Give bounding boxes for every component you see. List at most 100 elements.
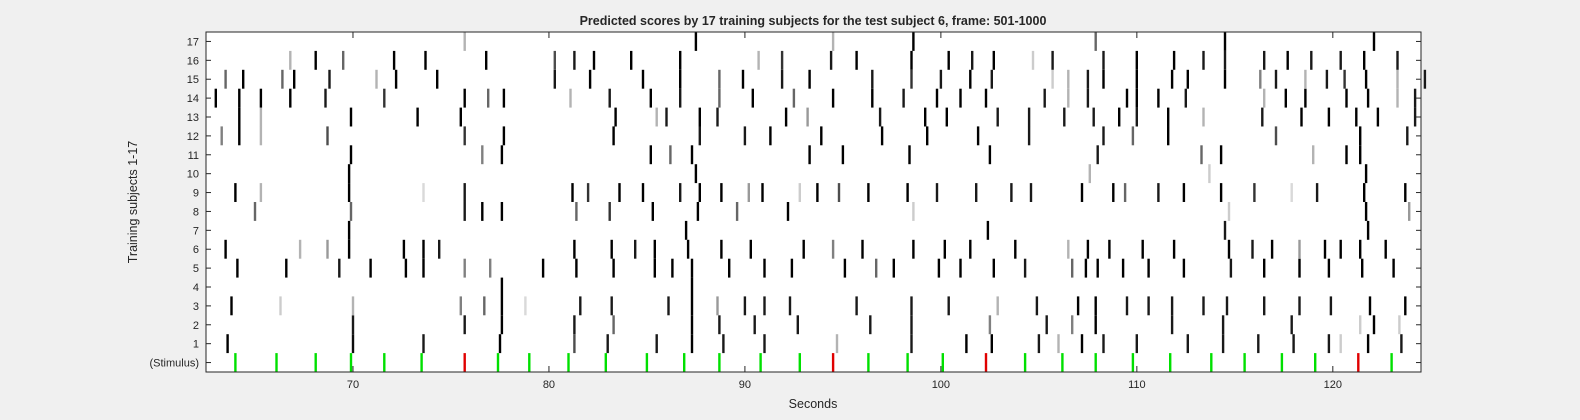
score-cell (1202, 50, 1205, 70)
score-cell (910, 69, 913, 89)
score-cell (1339, 239, 1342, 259)
score-cell (1221, 315, 1225, 335)
score-cell (718, 69, 721, 89)
score-cell (1315, 183, 1319, 202)
stimulus-mark (683, 353, 686, 372)
score-cell (1300, 107, 1303, 127)
score-cell (875, 258, 878, 278)
score-cell (612, 258, 615, 278)
score-cell (1045, 315, 1048, 335)
y-tick-label: 11 (188, 150, 199, 162)
score-cell (1400, 334, 1403, 354)
score-cell (569, 88, 572, 108)
score-cell (943, 239, 946, 259)
y-axis-label: Training subjects 1-17 (126, 141, 140, 264)
score-cell (349, 107, 353, 127)
score-cell (690, 334, 694, 354)
score-cell (831, 239, 835, 259)
score-cell (843, 258, 847, 278)
score-cell (1096, 145, 1099, 165)
score-cell (1406, 126, 1409, 146)
score-cell (1298, 296, 1301, 316)
y-tick-label: 2 (193, 320, 199, 332)
score-cell (871, 69, 874, 89)
score-cell (1057, 334, 1060, 354)
score-cell (1076, 296, 1080, 316)
score-cell (649, 145, 652, 165)
score-cell (988, 315, 992, 335)
score-cell (990, 69, 993, 89)
score-cell (720, 183, 723, 202)
score-cell (1010, 183, 1013, 202)
score-cell (224, 69, 227, 89)
x-tick-label: 70 (347, 379, 359, 391)
score-cell (1372, 315, 1376, 335)
score-cell (404, 258, 408, 278)
score-cell (524, 296, 527, 316)
score-cell (1343, 69, 1346, 89)
score-cell (971, 50, 974, 70)
plot-area (206, 32, 1421, 372)
score-cell (790, 258, 794, 278)
score-cell (500, 296, 504, 316)
score-cell (459, 296, 462, 316)
stimulus-mark (275, 353, 278, 372)
heatmap-cells (214, 32, 1427, 354)
score-cell (416, 107, 419, 127)
score-cell (610, 239, 613, 259)
stimulus-mark (941, 353, 944, 372)
score-cell (1167, 126, 1170, 146)
score-cell (422, 334, 425, 354)
score-cell (1263, 50, 1266, 70)
score-cell (606, 334, 609, 354)
score-cell (1219, 183, 1223, 202)
score-cell (679, 50, 682, 70)
score-cell (236, 258, 239, 278)
x-tick-label: 90 (739, 379, 751, 391)
score-cell (1227, 202, 1231, 221)
score-cell (500, 315, 504, 335)
score-cell (259, 126, 263, 146)
score-cell (935, 183, 939, 202)
score-cell (1261, 107, 1264, 127)
score-cell (763, 296, 766, 316)
score-cell (326, 126, 329, 146)
score-cell (481, 202, 484, 221)
stimulus-mark (1169, 353, 1172, 372)
x-axis-label: Seconds (789, 397, 838, 411)
score-cell (553, 50, 556, 70)
score-cell (992, 50, 995, 70)
score-cell (1063, 107, 1066, 127)
score-cell (992, 258, 995, 278)
score-cell (990, 334, 993, 354)
score-cell (1135, 69, 1138, 89)
score-cell (912, 32, 915, 51)
score-cell (986, 220, 990, 240)
score-cell (959, 258, 962, 278)
score-cell (1135, 107, 1138, 127)
score-cell (912, 202, 915, 221)
score-cell (1361, 258, 1364, 278)
score-cell (463, 126, 466, 146)
score-cell (1396, 88, 1399, 108)
score-cell (1200, 145, 1203, 165)
x-tick-label: 110 (1128, 379, 1146, 391)
score-cell (743, 296, 747, 316)
score-cell (242, 69, 245, 89)
stimulus-mark (1094, 353, 1097, 372)
stimulus-mark (463, 353, 466, 372)
score-cell (1304, 69, 1307, 89)
score-cell (1257, 334, 1260, 354)
score-cell (612, 315, 615, 335)
score-cell (1366, 220, 1370, 240)
stimulus-row (234, 353, 1393, 372)
score-cell (1125, 88, 1129, 108)
score-cell (1208, 164, 1211, 184)
stimulus-mark (314, 353, 317, 372)
score-cell (720, 239, 723, 259)
score-cell (1398, 315, 1401, 335)
stimulus-mark (718, 353, 721, 372)
score-cell (1227, 239, 1231, 259)
score-cell (698, 126, 701, 146)
score-cell (1364, 69, 1368, 89)
